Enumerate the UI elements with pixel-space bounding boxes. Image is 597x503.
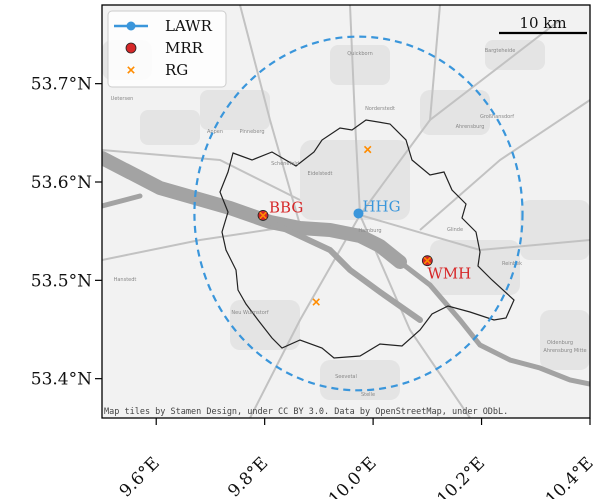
place-label: Hamburg	[358, 228, 381, 234]
attribution-text: Map tiles by Stamen Design, under CC BY …	[104, 407, 508, 417]
legend-entry-rg: RG	[127, 61, 188, 79]
y-tick-label: 53.5°N	[31, 271, 92, 291]
map-frame	[101, 4, 591, 419]
place-label: Schenefeld	[271, 161, 299, 167]
legend-entry-lawr: LAWR	[114, 17, 213, 35]
place-labels: Quickborn Norderstedt Bargteheide Uetersen A…	[111, 48, 587, 398]
place-label: Seevetal	[335, 374, 357, 380]
legend-label: RG	[165, 61, 188, 79]
legend-label: LAWR	[165, 17, 213, 35]
place-label: Quickborn	[347, 51, 373, 57]
legend-label: MRR	[165, 39, 204, 57]
legend: LAWR MRR RG	[107, 10, 227, 88]
y-tick-label: 53.6°N	[31, 173, 92, 193]
place-label: Ahrensburg Mitte	[543, 348, 586, 354]
lawr-marker-hhg	[353, 208, 364, 219]
scale-bar: 10 km	[499, 14, 587, 35]
x-tick-label: 10.0°E	[325, 453, 381, 499]
river-elbe	[102, 151, 590, 387]
place-label: Oldenburg	[547, 340, 573, 346]
x-tick-label: 9.6°E	[116, 453, 164, 499]
station-label-wmh: WMH	[427, 265, 471, 283]
x-tick-label: 10.4°E	[542, 453, 597, 499]
rain-gauge-marker	[423, 256, 432, 265]
place-label: Eidelstedt	[308, 171, 333, 177]
place-label: Stelle	[361, 392, 375, 398]
place-label: Ahrensburg	[456, 124, 485, 130]
place-label: Reinbek	[502, 261, 522, 267]
rain-gauge-marker	[312, 298, 320, 306]
roads	[102, 5, 590, 418]
place-label: Neu Wulmstorf	[231, 310, 268, 316]
stations-layer: HHG BBG WMH	[257, 145, 471, 306]
place-label: Appen	[207, 129, 223, 135]
x-tick-label: 10.2°E	[433, 453, 489, 499]
legend-box	[107, 10, 227, 88]
radar-range-circle	[193, 35, 524, 392]
y-tick-label: 53.4°N	[31, 370, 92, 390]
place-label: Bargteheide	[485, 48, 516, 54]
station-label-bbg: BBG	[269, 198, 303, 216]
place-label: Hanstedt	[114, 277, 137, 283]
station-label-hhg: HHG	[362, 197, 400, 215]
y-tick-label: 53.7°N	[31, 75, 92, 95]
place-label: Pinneberg	[239, 129, 264, 135]
place-label: Glinde	[447, 227, 463, 233]
place-label: Großhansdorf	[480, 114, 514, 120]
rain-gauge-marker	[363, 145, 372, 154]
legend-entry-mrr: MRR	[125, 39, 204, 57]
x-tick-label: 9.8°E	[224, 453, 272, 499]
hamburg-border	[219, 119, 515, 359]
scale-bar-label: 10 km	[519, 14, 566, 32]
rain-gauge-marker	[259, 211, 267, 220]
place-label: Norderstedt	[365, 106, 395, 112]
place-label: Uetersen	[111, 96, 134, 102]
